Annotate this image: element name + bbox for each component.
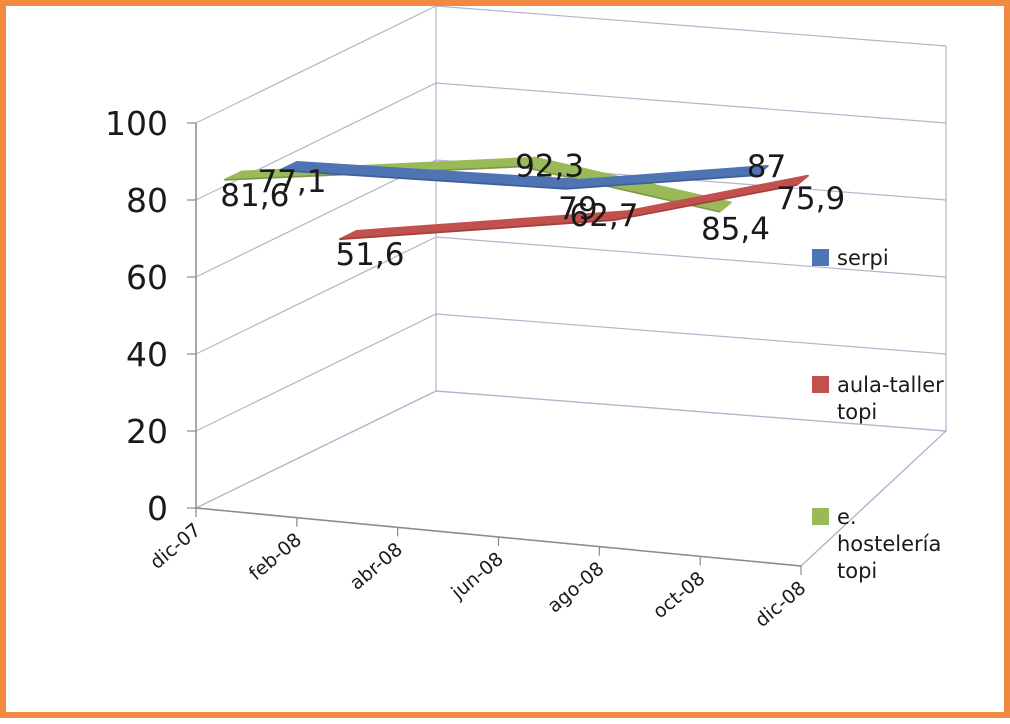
legend-swatch [812,376,829,393]
series-line [224,165,720,213]
data-label: 92,3 [515,149,584,185]
floor-plane [193,390,948,567]
data-label: 51,6 [335,237,404,273]
series-line [339,184,797,240]
x-tick-label: feb-08 [245,529,306,585]
y-tick-label: 60 [126,258,168,297]
y-tick-label: 20 [126,412,168,451]
gridline [195,82,947,201]
gridlines [195,6,947,432]
series-ribbon [279,161,769,190]
gridline [195,313,947,432]
series-ribbons [223,156,809,241]
data-labels: 81,6 92,3 85,4 77,1 79 87 51,6 62,7 75,9 [220,149,845,274]
x-tick-label: jun-08 [447,548,508,604]
gridline [195,6,947,124]
legend: serpi aula-taller topi e. hostelería topi [812,246,944,583]
legend-swatch [812,249,829,266]
data-label: 81,6 [220,178,289,214]
legend-label: aula-taller topi [837,373,944,424]
x-tick-label: dic-08 [751,577,810,632]
y-tick-label: 100 [105,104,168,143]
chart-walls [193,6,948,567]
y-tick-label: 80 [126,181,168,220]
x-tick-label: abr-08 [346,538,407,594]
series-line [279,169,757,190]
data-label: 75,9 [776,181,845,217]
x-tick-label: oct-08 [649,567,710,623]
x-tick-label: ago-08 [543,558,608,618]
data-label: 77,1 [257,164,326,200]
legend-label: serpi [837,246,889,270]
y-tick-label: 0 [147,489,168,528]
data-label: 85,4 [701,212,770,248]
data-label: 79 [558,191,597,227]
legend-swatch [812,508,829,525]
data-label: 87 [747,149,786,185]
legend-label: e. hostelería topi [837,505,941,583]
gridline [195,236,947,355]
series-ribbon [339,174,809,241]
data-label: 62,7 [569,198,638,234]
x-axis-ticks: dic-07 feb-08 abr-08 jun-08 ago-08 oct-08 dic-… [146,508,810,632]
y-tick-label: 40 [126,335,168,374]
y-axis-ticks: 0 20 40 60 80 100 [105,104,196,528]
